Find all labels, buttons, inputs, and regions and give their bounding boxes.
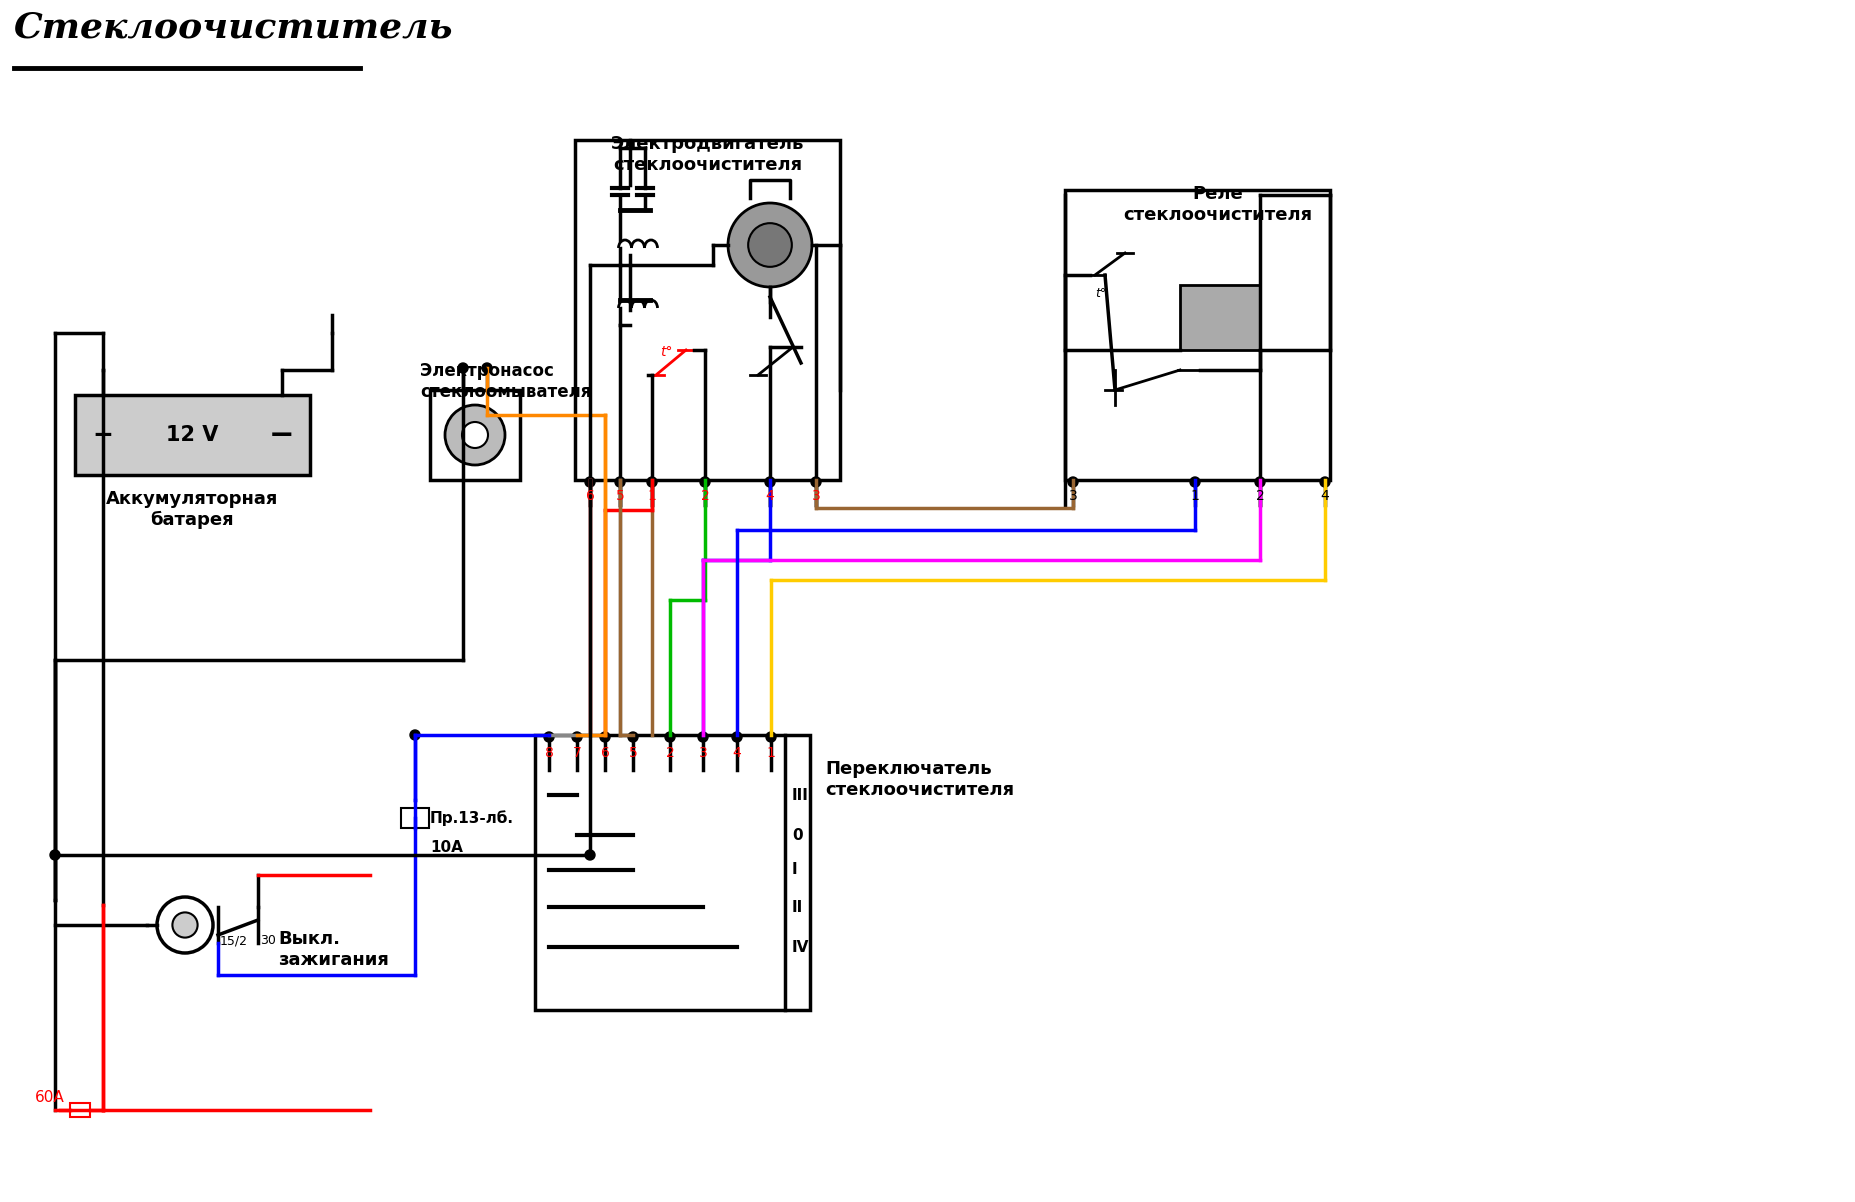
Circle shape xyxy=(1191,477,1200,487)
Text: 3: 3 xyxy=(1068,489,1078,502)
Text: 8: 8 xyxy=(545,746,553,760)
Bar xyxy=(1065,190,1330,480)
Text: Пр.13-лб.: Пр.13-лб. xyxy=(430,810,514,826)
Text: Электронасос
стеклоомывателя: Электронасос стеклоомывателя xyxy=(419,362,592,400)
Text: +: + xyxy=(93,423,113,447)
Text: −: − xyxy=(269,421,295,450)
Circle shape xyxy=(699,477,710,487)
Text: 2: 2 xyxy=(1256,489,1265,502)
Circle shape xyxy=(482,363,492,373)
Circle shape xyxy=(584,477,595,487)
Circle shape xyxy=(629,732,638,742)
Text: III: III xyxy=(792,787,809,803)
Circle shape xyxy=(748,224,792,267)
Circle shape xyxy=(766,732,775,742)
Text: 1: 1 xyxy=(1191,489,1200,502)
Circle shape xyxy=(584,850,595,859)
Bar xyxy=(430,389,519,480)
Bar xyxy=(401,808,429,828)
Text: t°: t° xyxy=(660,345,673,359)
Text: Реле
стеклоочистителя: Реле стеклоочистителя xyxy=(1122,185,1311,224)
Text: 1: 1 xyxy=(647,489,657,502)
Text: 0: 0 xyxy=(792,827,803,843)
Circle shape xyxy=(571,732,582,742)
Circle shape xyxy=(50,850,59,859)
Text: 5: 5 xyxy=(616,489,625,502)
Text: 10А: 10А xyxy=(430,840,464,855)
Circle shape xyxy=(1256,477,1265,487)
Text: Электродвигатель
стеклоочистителя: Электродвигатель стеклоочистителя xyxy=(610,135,805,174)
Circle shape xyxy=(697,732,709,742)
Circle shape xyxy=(727,203,812,287)
Circle shape xyxy=(544,732,555,742)
Bar xyxy=(534,734,811,1010)
Circle shape xyxy=(599,732,610,742)
Circle shape xyxy=(1321,477,1330,487)
Text: 15/2: 15/2 xyxy=(221,934,249,947)
Circle shape xyxy=(1068,477,1078,487)
Text: IV: IV xyxy=(792,940,809,954)
Circle shape xyxy=(764,477,775,487)
Text: 60A: 60A xyxy=(35,1090,65,1105)
Text: Аккумуляторная
батарея: Аккумуляторная батарея xyxy=(106,490,278,529)
Text: 7: 7 xyxy=(573,746,581,760)
Text: Стеклоочиститель: Стеклоочиститель xyxy=(15,10,453,44)
Bar xyxy=(575,139,840,480)
Bar xyxy=(70,1103,91,1117)
Text: 12 V: 12 V xyxy=(167,426,219,445)
Circle shape xyxy=(733,732,742,742)
Text: 4: 4 xyxy=(766,489,774,502)
Text: t°: t° xyxy=(1094,287,1106,300)
Circle shape xyxy=(410,730,419,740)
Text: 5: 5 xyxy=(629,746,638,760)
Text: 2: 2 xyxy=(666,746,675,760)
Circle shape xyxy=(647,477,657,487)
Text: Переключатель
стеклоочистителя: Переключатель стеклоочистителя xyxy=(825,760,1015,799)
Bar xyxy=(74,395,310,475)
Bar xyxy=(1180,285,1260,350)
Text: 4: 4 xyxy=(733,746,742,760)
Circle shape xyxy=(173,912,198,938)
Text: Выкл.
зажигания: Выкл. зажигания xyxy=(278,930,390,969)
Text: 3: 3 xyxy=(699,746,707,760)
Text: 4: 4 xyxy=(1321,489,1330,502)
Text: 30: 30 xyxy=(260,934,276,947)
Circle shape xyxy=(664,732,675,742)
Text: I: I xyxy=(792,863,798,877)
Text: 6: 6 xyxy=(601,746,610,760)
Circle shape xyxy=(458,363,467,373)
Text: 1: 1 xyxy=(766,746,775,760)
Text: 3: 3 xyxy=(812,489,820,502)
Circle shape xyxy=(462,422,488,448)
Text: II: II xyxy=(792,899,803,915)
Circle shape xyxy=(158,897,213,953)
Text: 2: 2 xyxy=(701,489,709,502)
Circle shape xyxy=(445,405,505,465)
Text: 6: 6 xyxy=(586,489,594,502)
Circle shape xyxy=(616,477,625,487)
Circle shape xyxy=(811,477,822,487)
